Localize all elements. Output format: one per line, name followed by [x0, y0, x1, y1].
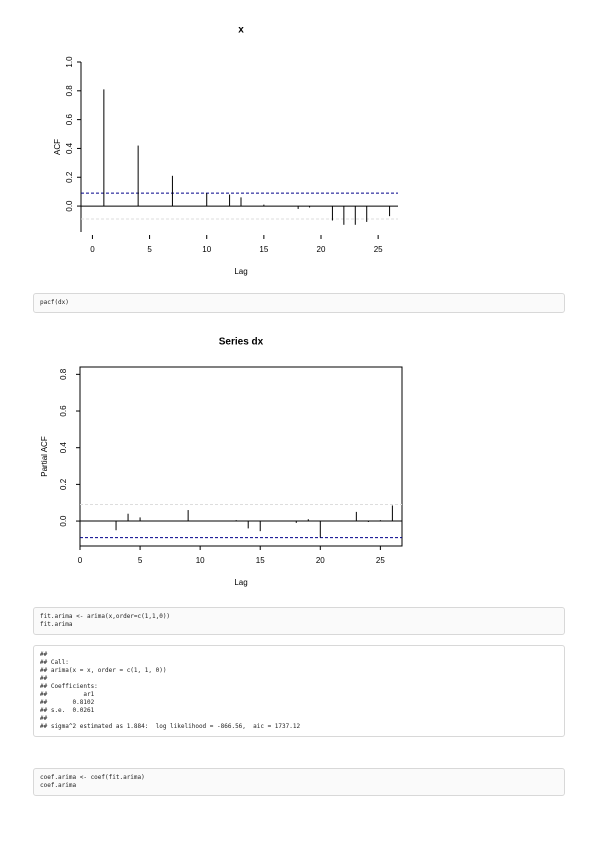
code-block: coef.arima <- coef(fit.arima) coef.arima — [33, 768, 565, 796]
x-tick-label: 20 — [316, 556, 325, 565]
code-line: ## Coefficients: — [40, 683, 98, 690]
output-block: ## ## Call: ## arima(x = x, order = c(1, 1… — [33, 645, 565, 737]
code-line: ## Call: — [40, 659, 69, 666]
x-tick-label: 0 — [90, 245, 95, 254]
y-tick-label: 0.8 — [59, 368, 68, 380]
code-line: fit.arima — [40, 621, 73, 628]
x-tick-label: 5 — [138, 556, 143, 565]
y-axis-label: Partial ACF — [40, 436, 49, 477]
y-tick-label: 0.6 — [59, 405, 68, 417]
plot-frame — [79, 366, 403, 547]
y-tick-label: 0.0 — [59, 515, 68, 527]
x-tick-label: 25 — [374, 245, 383, 254]
chart-title: Series dx — [219, 337, 264, 348]
y-tick-label: 0.4 — [65, 142, 74, 154]
x-axis-label: Lag — [234, 578, 247, 587]
code-line: coef.arima — [40, 782, 77, 789]
x-tick-label: 10 — [196, 556, 205, 565]
code-line: ## — [40, 651, 48, 658]
y-tick-label: 0.4 — [59, 442, 68, 454]
code-line: ## — [40, 715, 48, 722]
code-line: ## sigma^2 estimated as 1.884: log likel… — [40, 723, 301, 730]
x-tick-label: 20 — [317, 245, 326, 254]
code-line: ## arima(x = x, order = c(1, 1, 0)) — [40, 667, 167, 674]
x-tick-label: 0 — [78, 556, 83, 565]
code-line: fit.arima <- arima(x,order=c(1,1,0)) — [40, 613, 171, 620]
y-tick-label: 0.0 — [65, 200, 74, 212]
code-line: coef.arima <- coef(fit.arima) — [40, 774, 145, 781]
y-axis-label: ACF — [53, 139, 62, 155]
x-tick-label: 10 — [202, 245, 211, 254]
x-tick-label: 25 — [376, 556, 385, 565]
y-tick-label: 1.0 — [65, 56, 74, 68]
x-tick-label: 15 — [259, 245, 268, 254]
code-line: ## s.e. 0.0261 — [40, 707, 95, 714]
y-tick-label: 0.8 — [65, 85, 74, 97]
code-block: pacf(dx) — [33, 293, 565, 313]
y-tick-label: 0.2 — [59, 478, 68, 490]
y-tick-label: 0.2 — [65, 171, 74, 183]
x-axis-label: Lag — [234, 267, 247, 276]
x-tick-label: 5 — [147, 245, 152, 254]
x-tick-label: 15 — [256, 556, 265, 565]
code-line: pacf(dx) — [40, 299, 69, 306]
code-line: ## ar1 — [40, 691, 95, 698]
code-line: ## 0.8102 — [40, 699, 95, 706]
code-block: fit.arima <- arima(x,order=c(1,1,0)) fit.… — [33, 607, 565, 635]
y-tick-label: 0.6 — [65, 114, 74, 126]
code-line: ## — [40, 675, 48, 682]
chart-title: x — [238, 25, 244, 36]
